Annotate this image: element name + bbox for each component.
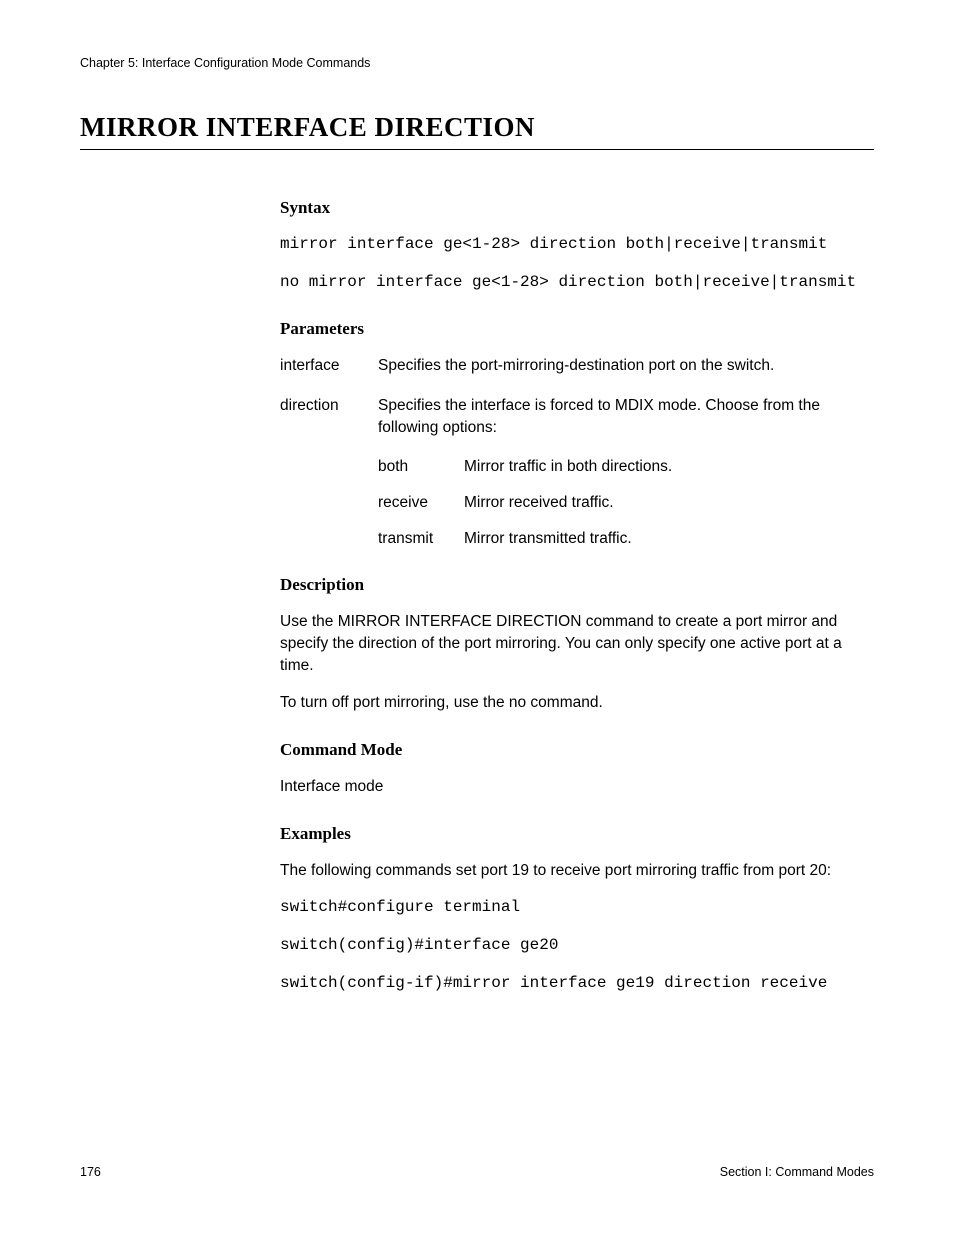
command-mode-text: Interface mode bbox=[280, 776, 874, 798]
document-page: Chapter 5: Interface Configuration Mode … bbox=[0, 0, 954, 1235]
command-mode-heading: Command Mode bbox=[280, 740, 874, 760]
example-command: switch(config-if)#mirror interface ge19 … bbox=[280, 973, 874, 995]
option-name: both bbox=[378, 456, 464, 478]
syntax-line: no mirror interface ge<1-28> direction b… bbox=[280, 272, 874, 294]
parameters-heading: Parameters bbox=[280, 319, 874, 339]
syntax-heading: Syntax bbox=[280, 198, 874, 218]
option-desc: Mirror traffic in both directions. bbox=[464, 456, 874, 478]
example-command: switch(config)#interface ge20 bbox=[280, 935, 874, 957]
parameter-desc: Specifies the interface is forced to MDI… bbox=[378, 395, 874, 438]
parameter-desc: Specifies the port-mirroring-destination… bbox=[378, 355, 874, 377]
description-text: To turn off port mirroring, use the no c… bbox=[280, 692, 874, 714]
option-name: receive bbox=[378, 492, 464, 514]
parameter-row: direction Specifies the interface is for… bbox=[280, 395, 874, 438]
chapter-header: Chapter 5: Interface Configuration Mode … bbox=[80, 56, 874, 70]
parameter-row: interface Specifies the port-mirroring-d… bbox=[280, 355, 874, 377]
examples-intro: The following commands set port 19 to re… bbox=[280, 860, 874, 882]
page-title: MIRROR INTERFACE DIRECTION bbox=[80, 112, 874, 150]
example-command: switch#configure terminal bbox=[280, 897, 874, 919]
option-row: receive Mirror received traffic. bbox=[378, 492, 874, 514]
parameter-name: interface bbox=[280, 355, 378, 377]
examples-heading: Examples bbox=[280, 824, 874, 844]
parameter-name: direction bbox=[280, 395, 378, 438]
option-name: transmit bbox=[378, 528, 464, 550]
section-label: Section I: Command Modes bbox=[720, 1165, 874, 1179]
syntax-line: mirror interface ge<1-28> direction both… bbox=[280, 234, 874, 256]
page-number: 176 bbox=[80, 1165, 101, 1179]
option-row: transmit Mirror transmitted traffic. bbox=[378, 528, 874, 550]
content-block: Syntax mirror interface ge<1-28> directi… bbox=[280, 198, 874, 994]
option-row: both Mirror traffic in both directions. bbox=[378, 456, 874, 478]
option-desc: Mirror transmitted traffic. bbox=[464, 528, 874, 550]
option-desc: Mirror received traffic. bbox=[464, 492, 874, 514]
description-heading: Description bbox=[280, 575, 874, 595]
page-footer: 176 Section I: Command Modes bbox=[80, 1165, 874, 1179]
description-text: Use the MIRROR INTERFACE DIRECTION comma… bbox=[280, 611, 874, 676]
